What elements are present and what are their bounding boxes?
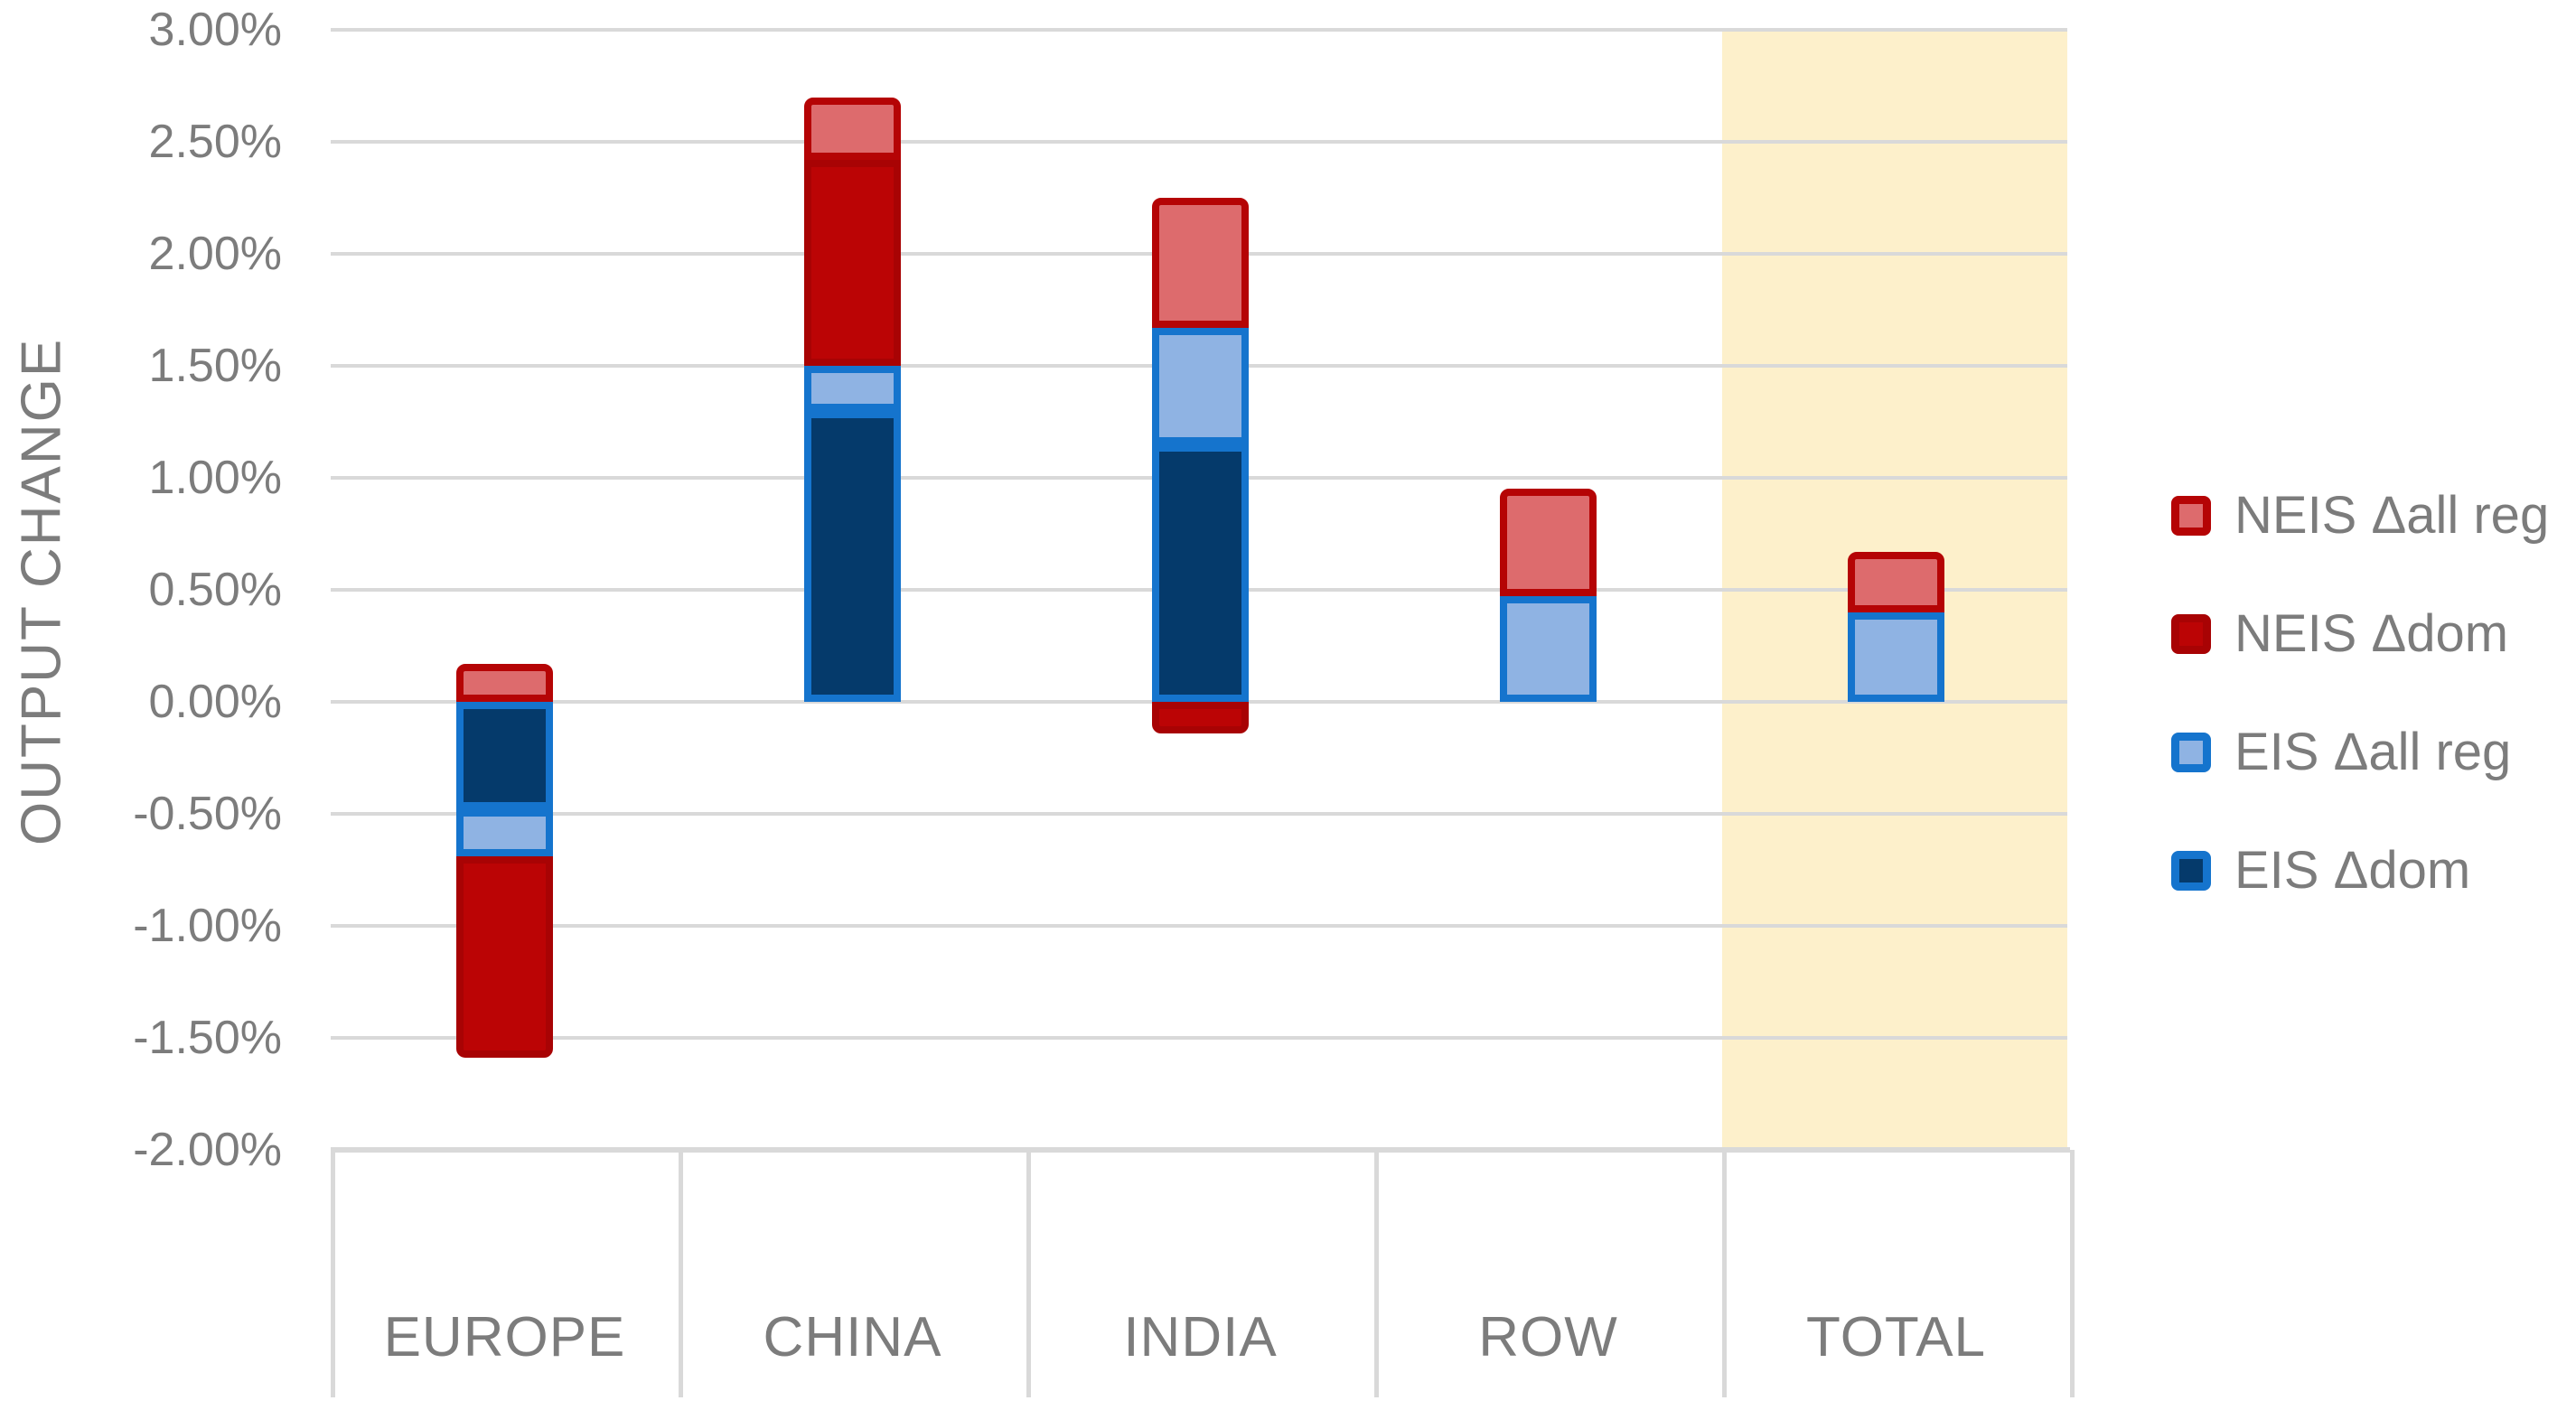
- category-divider: [2070, 1150, 2075, 1397]
- y-tick-label: -1.00%: [133, 900, 282, 952]
- bar-segment-eis-δall-reg-total: [1848, 612, 1944, 702]
- legend-swatch-eis-δall-reg-icon: [2171, 732, 2211, 772]
- x-category-label: EUROPE: [383, 1305, 626, 1368]
- gridline: [331, 1036, 2067, 1040]
- legend: NEIS Δall reg NEIS Δdom EIS Δall reg EIS Δd…: [2171, 456, 2549, 929]
- bar-segment-eis-δall-reg-row: [1500, 596, 1597, 702]
- bar-segment-eis-δall-reg-india: [1152, 328, 1249, 444]
- bar-segment-eis-δall-reg-europe: [456, 809, 553, 856]
- category-divider: [1374, 1150, 1379, 1397]
- legend-item: EIS Δdom: [2171, 811, 2549, 929]
- bar-segment-neis-δall-reg-row: [1500, 489, 1597, 596]
- y-tick-label: 1.00%: [148, 452, 282, 504]
- bar-segment-eis-δdom-india: [1152, 444, 1249, 702]
- y-tick-label: 2.50%: [148, 116, 282, 168]
- legend-label: NEIS Δdom: [2234, 604, 2509, 663]
- bar-segment-eis-δdom-europe: [456, 702, 553, 809]
- legend-item: NEIS Δall reg: [2171, 456, 2549, 574]
- y-tick-label: 0.50%: [148, 564, 282, 616]
- bar-segment-neis-δall-reg-china: [804, 98, 901, 160]
- category-divider: [1026, 1150, 1031, 1397]
- legend-item: NEIS Δdom: [2171, 574, 2549, 693]
- y-tick-label: 0.00%: [148, 676, 282, 728]
- legend-swatch-neis-δdom-icon: [2171, 613, 2211, 654]
- bar-segment-neis-δdom-india: [1152, 702, 1249, 733]
- gridline: [331, 140, 2067, 144]
- legend-label: EIS Δall reg: [2234, 723, 2512, 781]
- bar-segment-eis-δall-reg-china: [804, 366, 901, 411]
- x-category-label: TOTAL: [1805, 1305, 1987, 1368]
- legend-label: EIS Δdom: [2234, 841, 2471, 900]
- y-tick-label: 1.50%: [148, 340, 282, 392]
- bar-segment-eis-δdom-china: [804, 411, 901, 702]
- x-category-label: INDIA: [1123, 1305, 1278, 1368]
- y-tick-label: 3.00%: [148, 4, 282, 56]
- category-divider: [679, 1150, 683, 1397]
- gridline: [331, 924, 2067, 928]
- y-tick-label: -2.00%: [133, 1124, 282, 1176]
- y-tick-label: 2.00%: [148, 228, 282, 280]
- category-divider: [1722, 1150, 1727, 1397]
- y-tick-label: -1.50%: [133, 1012, 282, 1064]
- gridline: [331, 28, 2067, 32]
- gridline: [331, 812, 2067, 816]
- category-divider: [331, 1150, 335, 1397]
- legend-swatch-neis-δall-reg-icon: [2171, 495, 2211, 536]
- bar-segment-neis-δall-reg-india: [1152, 198, 1249, 328]
- bar-segment-neis-δall-reg-total: [1848, 552, 1944, 612]
- y-tick-label: -0.50%: [133, 788, 282, 840]
- x-category-label: ROW: [1478, 1305, 1618, 1368]
- bar-segment-neis-δdom-europe: [456, 856, 553, 1058]
- bar-segment-neis-δdom-china: [804, 160, 901, 366]
- legend-swatch-eis-δdom-icon: [2171, 850, 2211, 891]
- x-category-label: CHINA: [763, 1305, 942, 1368]
- bar-segment-neis-δall-reg-europe: [456, 664, 553, 702]
- legend-item: EIS Δall reg: [2171, 693, 2549, 811]
- x-axis-line: [331, 1147, 2070, 1153]
- legend-label: NEIS Δall reg: [2234, 486, 2550, 545]
